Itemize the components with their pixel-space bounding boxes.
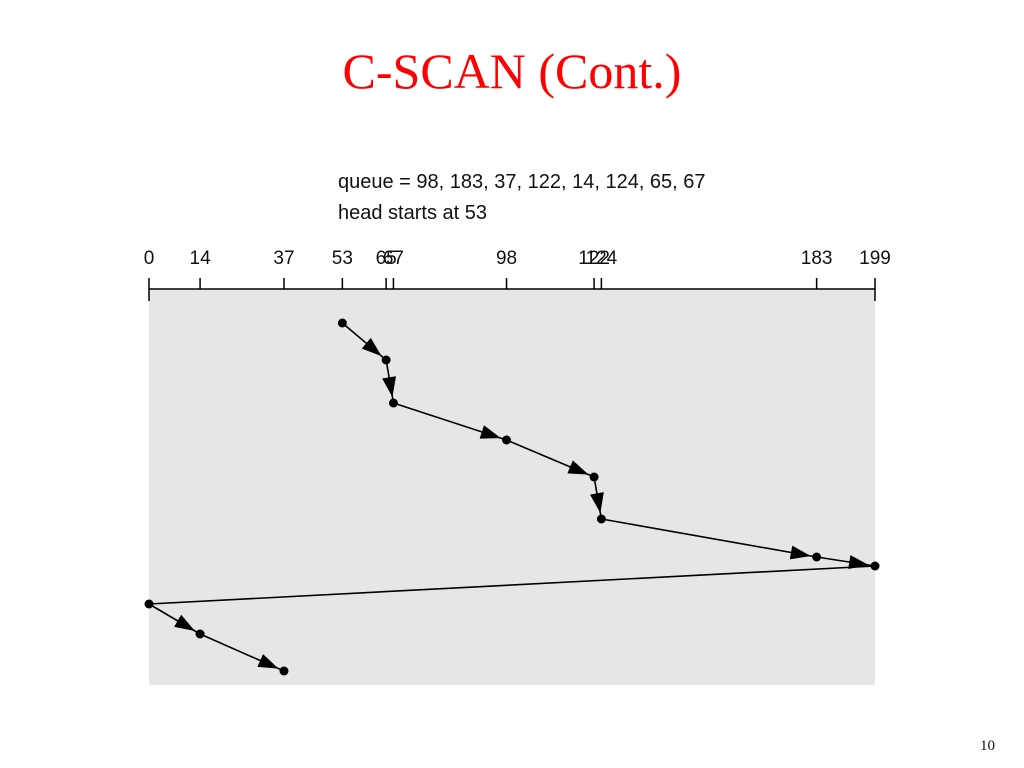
arrowhead (361, 337, 382, 357)
arrowhead (479, 425, 501, 439)
path-segment (601, 518, 817, 558)
arrowhead (590, 492, 604, 514)
tick-label: 0 (144, 248, 155, 269)
head-position (279, 666, 289, 676)
path-segment (148, 565, 876, 605)
tick-label: 98 (496, 248, 517, 269)
page-number: 10 (980, 738, 995, 754)
head-position (502, 435, 512, 445)
head-position (337, 318, 347, 328)
tick-label: 53 (332, 248, 353, 269)
head-position (870, 561, 880, 571)
head-position (596, 514, 606, 524)
arrowhead (257, 654, 279, 669)
tick-label: 199 (859, 248, 891, 269)
head-position (381, 355, 391, 365)
arrowhead (567, 460, 589, 475)
tick-label: 122 (578, 248, 610, 269)
head-text: head starts at 53 (338, 202, 487, 224)
tick-label: 183 (801, 248, 833, 269)
head-position (812, 552, 822, 562)
head-position (144, 599, 154, 609)
tick-label: 37 (273, 248, 294, 269)
arrowhead (382, 376, 396, 398)
tick-label: 65 (376, 248, 397, 269)
tick-label: 14 (190, 248, 212, 269)
arrowhead (789, 545, 811, 560)
arrowhead (174, 614, 195, 631)
tick-label: 67 (383, 248, 404, 269)
diagram-area (149, 289, 875, 685)
head-position (195, 629, 205, 639)
head-position (589, 472, 599, 482)
tick-label: 124 (586, 248, 618, 269)
slide-title: C-SCAN (Cont.) (343, 43, 682, 99)
arrowhead (848, 555, 870, 569)
queue-text: queue = 98, 183, 37, 122, 14, 124, 65, 6… (338, 171, 706, 193)
head-position (388, 398, 398, 408)
